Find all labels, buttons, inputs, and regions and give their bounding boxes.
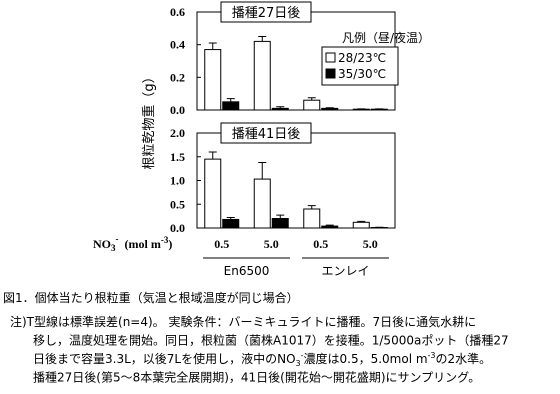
bar [322, 108, 338, 110]
y-tick-label: 1.0 [170, 174, 185, 188]
x-label-part: NO [93, 237, 111, 251]
legend-label: 35/30℃ [338, 67, 386, 81]
note-segment: 濃度は0.5，5.0mol m [304, 351, 428, 366]
bar [272, 219, 288, 229]
x-label-part: ) [168, 237, 172, 251]
error-bar [258, 162, 266, 179]
y-tick-label: 0.4 [170, 38, 185, 52]
x-tick-label: 5.0 [363, 237, 378, 251]
bar [223, 102, 239, 110]
note-segment: -3 [428, 351, 436, 360]
bar [205, 159, 221, 228]
caption: 図1．個体当たり根粒重（気温と根域温度が同じ場合） [3, 290, 299, 305]
panel-title: 播種41日後 [232, 126, 301, 142]
bar [304, 209, 320, 228]
bar [322, 226, 338, 228]
note-segment: 注)T型線は標準誤差(n=4)。 実験条件：バーミキュライトに播種。7日後に通気… [10, 314, 476, 329]
legend-swatch [326, 53, 335, 62]
error-bar [258, 37, 266, 42]
x-label-part: 3 [111, 243, 116, 253]
note-line: 日後まで容量3.3L，以後7Lを使用し，液中のNO3-濃度は0.5，5.0mol… [33, 351, 491, 368]
x-label-part: - [116, 234, 119, 244]
bar [223, 219, 239, 228]
error-bar [209, 152, 217, 159]
group-label: エンレイ [321, 264, 369, 278]
bar [205, 50, 221, 110]
y-tick-label: 0.6 [170, 5, 185, 19]
note-segment: の2水準。 [436, 351, 492, 366]
bar [304, 100, 320, 110]
note-segment: 播種27日後(第5～8本葉完全展開期)，41日後(開花始～開花盛期)にサンプリン… [33, 370, 480, 385]
y-tick-label: 0.5 [170, 197, 185, 211]
y-tick-label: 1.5 [170, 150, 185, 164]
y-axis-label: 根粒乾物重（g） [141, 70, 157, 169]
x-axis-label: NO3-(mol m-3) [93, 234, 172, 253]
bar [353, 222, 369, 228]
note-segment: 日後まで容量3.3L，以後7Lを使用し，液中のNO [33, 351, 296, 366]
y-tick-label: 0.2 [170, 70, 185, 84]
x-tick-label: 5.0 [264, 237, 279, 251]
note-segment: 移し，温度処理を開始。同日，根粒菌（菌株A1017）を接種。1/5000aポット… [33, 333, 509, 348]
y-tick-label: 0.0 [170, 103, 185, 117]
bar [254, 179, 270, 228]
legend-title: 凡例（昼/夜温） [342, 30, 430, 45]
y-tick-label: 0.0 [170, 221, 185, 235]
note-segment: 3 [296, 359, 301, 368]
note-line: 注)T型線は標準誤差(n=4)。 実験条件：バーミキュライトに播種。7日後に通気… [10, 314, 476, 329]
note-line: 移し，温度処理を開始。同日，根粒菌（菌株A1017）を接種。1/5000aポット… [33, 333, 509, 348]
y-tick-label: 2.0 [170, 126, 185, 140]
error-bar [209, 43, 217, 50]
x-tick-label: 0.5 [313, 237, 328, 251]
panel-title: 播種27日後 [232, 5, 301, 21]
note-line: 播種27日後(第5～8本葉完全展開期)，41日後(開花始～開花盛期)にサンプリン… [33, 370, 480, 385]
x-tick-label: 0.5 [214, 237, 229, 251]
legend-label: 28/23℃ [338, 51, 386, 65]
bar [254, 41, 270, 110]
plot-frame [197, 133, 395, 228]
x-label-part: (mol m [125, 237, 161, 251]
legend-swatch [326, 69, 335, 78]
group-label: En6500 [224, 264, 270, 278]
bar [272, 108, 288, 110]
